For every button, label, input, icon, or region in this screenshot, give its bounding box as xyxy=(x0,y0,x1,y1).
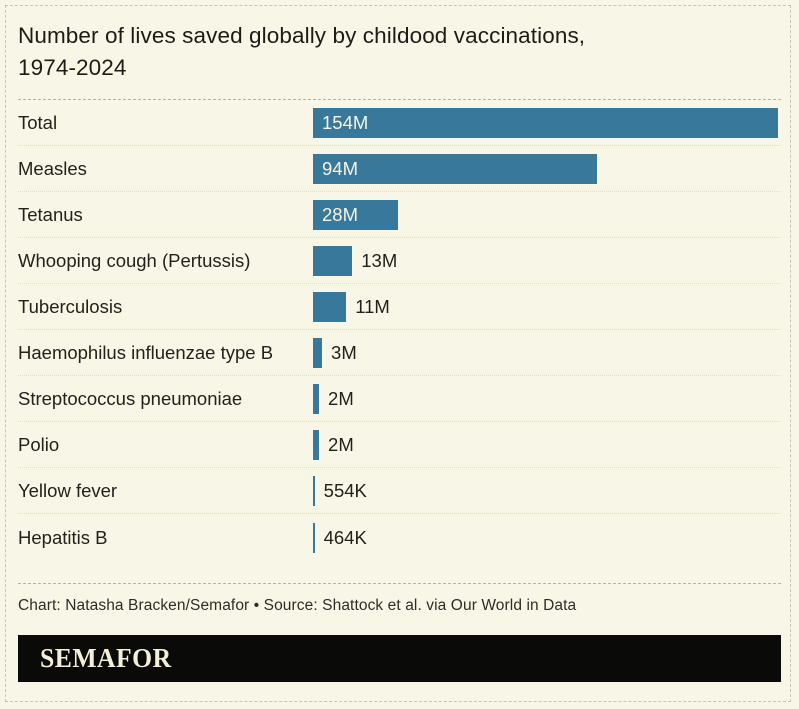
value-label-outside: 464K xyxy=(323,526,367,548)
bar-cell: 11M xyxy=(313,291,781,322)
value-label-outside: 3M xyxy=(331,341,357,363)
category-label: Tetanus xyxy=(18,203,83,225)
chart-row: Polio 2M xyxy=(18,422,781,468)
value-bar xyxy=(313,291,347,322)
value-label-outside: 554K xyxy=(323,479,367,501)
chart-title-line-1: Number of lives saved globally by childo… xyxy=(18,23,586,48)
credit-line: Chart: Natasha Bracken/Semafor • Source:… xyxy=(18,597,577,614)
bar-cell: 94M xyxy=(313,153,781,184)
chart-rows: Total 154M Measles 94M Tetanus 28M Whoop… xyxy=(18,100,781,561)
value-bar xyxy=(313,429,320,460)
chart-content: Number of lives saved globally by childo… xyxy=(18,0,781,682)
bar-cell: 28M xyxy=(313,199,781,230)
value-label-outside: 11M xyxy=(355,295,390,317)
chart-title: Number of lives saved globally by childo… xyxy=(18,20,781,84)
bar-cell: 554K xyxy=(313,475,781,506)
chart-row: Streptococcus pneumoniae 2M xyxy=(18,376,781,422)
value-bar xyxy=(313,383,320,414)
bar-cell: 3M xyxy=(313,337,781,368)
value-label-inside: 154M xyxy=(322,111,369,133)
category-label: Streptococcus pneumoniae xyxy=(18,387,243,409)
chart-row: Yellow fever 554K xyxy=(18,468,781,514)
bar-cell: 464K xyxy=(313,522,781,553)
chart-row: Hepatitis B 464K xyxy=(18,514,781,561)
value-label-outside: 13M xyxy=(361,249,398,271)
value-bar xyxy=(313,522,315,553)
category-label: Whooping cough (Pertussis) xyxy=(18,249,251,271)
chart-row: Total 154M xyxy=(18,100,781,146)
chart-row: Haemophilus influenzae type B 3M xyxy=(18,330,781,376)
category-label: Measles xyxy=(18,157,87,179)
chart-row: Whooping cough (Pertussis) 13M xyxy=(18,238,781,284)
value-label-outside: 2M xyxy=(328,387,354,409)
category-label: Haemophilus influenzae type B xyxy=(18,341,274,363)
bar-cell: 2M xyxy=(313,429,781,460)
chart-row: Tetanus 28M xyxy=(18,192,781,238)
category-label: Tuberculosis xyxy=(18,295,123,317)
value-label-outside: 2M xyxy=(328,433,354,455)
category-label: Total xyxy=(18,111,58,133)
bar-cell: 2M xyxy=(313,383,781,414)
category-label: Polio xyxy=(18,433,60,455)
value-bar xyxy=(313,337,323,368)
value-bar: 154M xyxy=(313,107,778,138)
bar-cell: 13M xyxy=(313,245,781,276)
value-bar xyxy=(313,245,353,276)
semafor-wordmark: SEMAFOR xyxy=(40,643,172,673)
chart-row: Measles 94M xyxy=(18,146,781,192)
semafor-logo-bar: SEMAFOR xyxy=(18,635,781,682)
value-bar: 94M xyxy=(313,153,597,184)
category-label: Yellow fever xyxy=(18,479,118,501)
bar-cell: 154M xyxy=(313,107,781,138)
value-bar xyxy=(313,475,315,506)
value-label-inside: 94M xyxy=(322,157,358,179)
chart-title-line-2: 1974-2024 xyxy=(18,55,127,80)
category-label: Hepatitis B xyxy=(18,526,108,548)
chart-row: Tuberculosis 11M xyxy=(18,284,781,330)
footer-divider xyxy=(18,583,781,584)
title-divider xyxy=(18,99,781,100)
value-bar: 28M xyxy=(313,199,398,230)
value-label-inside: 28M xyxy=(322,203,358,225)
